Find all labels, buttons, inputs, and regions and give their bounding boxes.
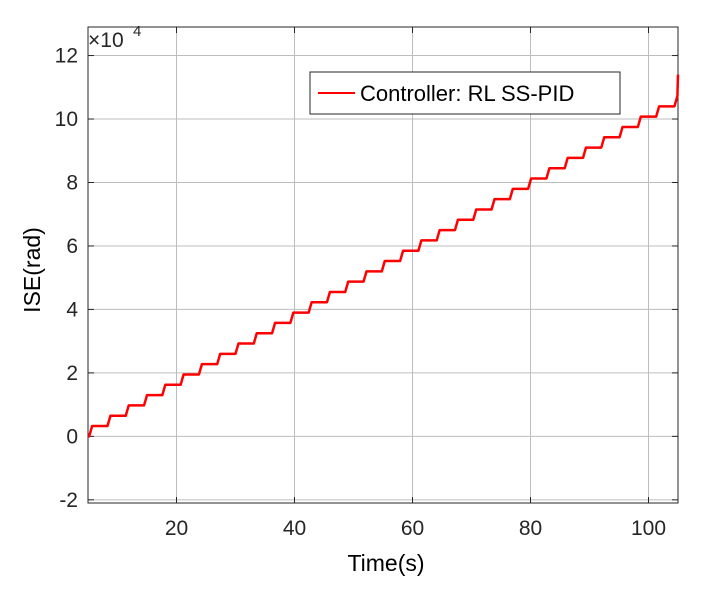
x-tick-label: 60	[401, 517, 424, 540]
x-tick-label: 100	[631, 517, 666, 540]
y-tick-label: 8	[66, 171, 78, 194]
y-tick-label: 2	[66, 362, 78, 385]
y-tick-label: 4	[66, 298, 78, 321]
x-tick-label: 20	[165, 517, 188, 540]
tick-labels: 20 40 60 80 100 -2 0 2 4 6 8 10 12	[55, 45, 666, 540]
series-layer	[87, 74, 680, 438]
y-tick-label: 0	[66, 425, 78, 448]
legend-box	[309, 71, 621, 115]
y-tick-label: 12	[55, 45, 78, 68]
axes	[87, 26, 679, 504]
y-axis-title: ISE(rad)	[19, 227, 45, 313]
y-tick-label: -2	[59, 489, 78, 512]
y-tick-label: 6	[66, 235, 78, 258]
legend: Controller: RL SS-PID	[309, 71, 621, 115]
y-tick-label: 10	[55, 108, 78, 131]
x-tick-label: 80	[519, 517, 542, 540]
x-tick-label: 40	[283, 517, 306, 540]
plot-frame	[87, 26, 679, 504]
legend-entry: Controller: RL SS-PID	[360, 81, 574, 106]
y-exponent-power: 4	[133, 23, 141, 40]
y-exponent-multiplier: ×10	[88, 29, 124, 52]
series-line-rl-ss-pid	[87, 74, 680, 438]
x-axis-title: Time(s)	[347, 550, 424, 576]
